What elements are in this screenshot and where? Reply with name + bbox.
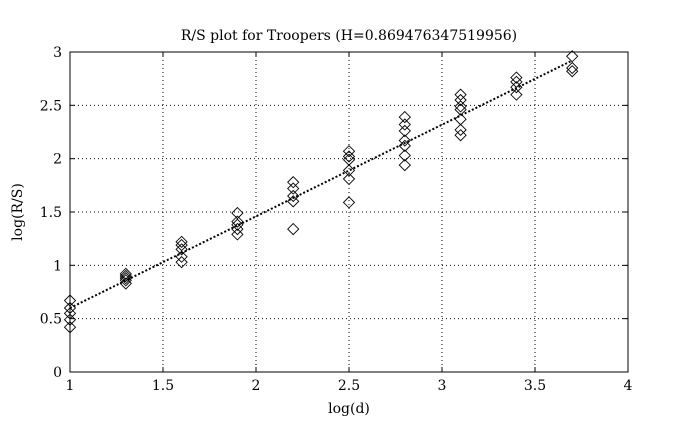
data-point-diamond <box>398 149 411 162</box>
x-tick-label: 1.5 <box>152 378 174 394</box>
chart-title: R/S plot for Troopers (H=0.8694763475199… <box>181 28 517 44</box>
data-point-diamond <box>119 274 132 287</box>
x-tick-label: 1 <box>66 378 75 394</box>
fit-line-group <box>69 59 573 309</box>
data-point-diamond <box>119 277 132 290</box>
data-point-diamond <box>175 255 188 269</box>
y-tick-labels: 0 0.5 1 1.5 2 2.5 3 <box>40 45 62 381</box>
data-point-diamond <box>510 88 523 101</box>
data-point-diamond <box>398 110 411 124</box>
x-tick-label: 2 <box>252 378 261 394</box>
x-tick-label: 3 <box>438 378 447 394</box>
data-point-diamond <box>342 164 356 177</box>
data-point-diamond <box>287 175 300 189</box>
data-point-diamond <box>454 103 467 116</box>
data-point-diamond <box>342 145 356 158</box>
data-point-diamond <box>119 267 132 281</box>
data-point-diamond <box>175 235 188 249</box>
data-point-diamond <box>454 123 467 137</box>
data-point-diamond <box>175 250 188 263</box>
data-point-diamond <box>287 189 300 203</box>
data-point-diamond <box>566 50 579 63</box>
x-tick-labels: 1 1.5 2 2.5 3 3.5 4 <box>66 378 633 394</box>
data-point-diamond <box>510 81 523 94</box>
data-point-diamond <box>287 195 300 208</box>
data-points <box>63 50 579 334</box>
data-point-diamond <box>342 172 356 186</box>
x-tick-label: 4 <box>624 378 633 394</box>
data-point-diamond <box>342 196 356 209</box>
data-point-diamond <box>454 93 467 107</box>
data-point-diamond <box>287 222 300 236</box>
data-point-diamond <box>175 238 188 252</box>
y-tick-label: 3 <box>53 45 62 61</box>
data-point-diamond <box>454 100 467 113</box>
data-point-diamond <box>398 118 411 131</box>
data-point-diamond <box>398 158 411 172</box>
data-point-diamond <box>231 206 244 220</box>
data-point-diamond <box>231 222 244 236</box>
data-point-diamond <box>287 182 300 195</box>
data-point-diamond <box>454 88 467 101</box>
data-point-diamond <box>119 271 132 285</box>
y-tick-label: 1 <box>53 258 62 274</box>
data-point-diamond <box>175 243 188 256</box>
data-point-diamond <box>231 228 244 241</box>
y-tick-label: 2 <box>53 152 62 168</box>
data-point-diamond <box>231 215 244 228</box>
data-point-diamond <box>231 218 244 231</box>
y-tick-label: 2.5 <box>40 98 62 114</box>
x-tick-label: 3.5 <box>524 378 546 394</box>
axis-ticks <box>69 51 629 373</box>
data-point-diamond <box>342 150 356 163</box>
data-point-diamond <box>119 269 132 283</box>
x-tick-label: 2.5 <box>338 378 360 394</box>
data-point-diamond <box>454 129 467 142</box>
y-tick-label: 0 <box>53 365 62 381</box>
data-point-diamond <box>566 61 579 75</box>
data-point-diamond <box>566 65 579 78</box>
y-tick-label: 0.5 <box>40 312 62 328</box>
fit-line <box>69 59 573 309</box>
y-axis-title: log(R/S) <box>10 183 26 241</box>
data-point-diamond <box>398 134 411 147</box>
data-point-diamond <box>398 124 411 138</box>
data-point-diamond <box>510 71 523 84</box>
data-point-diamond <box>398 139 411 153</box>
data-point-diamond <box>510 75 523 89</box>
y-tick-label: 1.5 <box>40 205 62 221</box>
x-axis-title: log(d) <box>328 401 370 417</box>
